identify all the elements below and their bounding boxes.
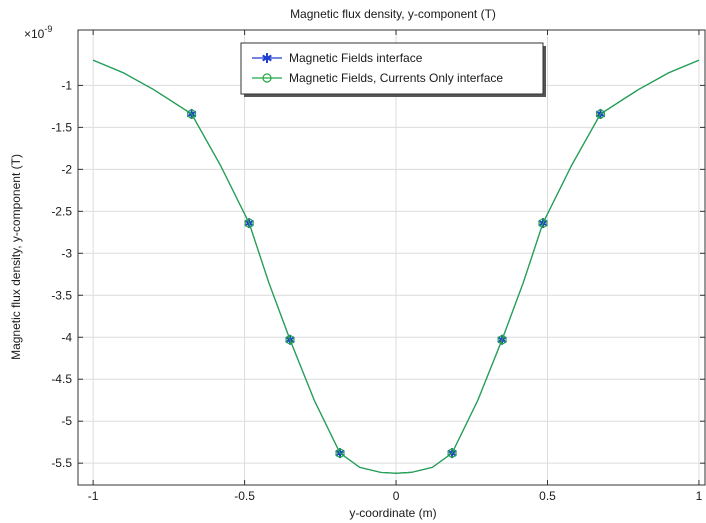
y-tick-label: -2.5: [51, 204, 72, 218]
legend-swatch-marker: [262, 73, 272, 83]
plot-area-border: [77, 29, 706, 486]
y-tick-label: -1.5: [51, 120, 72, 134]
y-tick-label: -3.5: [51, 288, 72, 302]
y-axis-multiplier-exponent: -9: [44, 24, 52, 34]
legend-box: [240, 42, 544, 95]
y-axis-label: Magnetic flux density, y-component (T): [9, 154, 23, 360]
data-point: [285, 335, 295, 345]
data-point: [244, 218, 254, 228]
legend-label: Magnetic Fields, Currents Only interface: [289, 71, 503, 85]
y-axis-multiplier-base: ×10: [24, 27, 45, 41]
series-layer: [92, 59, 700, 474]
data-point: [447, 448, 457, 458]
y-tick-label: -4.5: [51, 372, 72, 386]
data-point: [595, 109, 606, 119]
y-axis-multiplier: ×10-9: [24, 24, 52, 41]
axis-ticks: -1 -0.5 0 0.5 1 -1 -1.5 -2 -2.5 -3 -3.5 -4 -4.5 -5 -5.…: [51, 30, 705, 503]
legend-items: Magnetic Fields interface Magnetic Fields…: [252, 51, 503, 85]
legend-swatch-marker: [262, 53, 272, 63]
series-2: [92, 59, 700, 474]
x-tick-label: -1: [88, 489, 99, 503]
legend-entry: Magnetic Fields, Currents Only interface: [252, 71, 503, 85]
data-point: [186, 109, 197, 119]
series-line: [92, 59, 700, 474]
x-tick-label: 0.5: [539, 489, 556, 503]
data-point: [335, 448, 345, 458]
y-tick-label: -1: [61, 78, 72, 92]
chart-title: Magnetic flux density, y-component (T): [290, 7, 496, 21]
legend-label: Magnetic Fields interface: [289, 51, 423, 65]
y-tick-label: -4: [61, 330, 72, 344]
grid: [78, 30, 705, 485]
data-point: [497, 335, 507, 345]
legend-entry: Magnetic Fields interface: [252, 51, 423, 65]
y-tick-label: -2: [61, 162, 72, 176]
x-tick-label: -0.5: [234, 489, 255, 503]
data-point: [538, 218, 548, 228]
x-axis-label: y-coordinate (m): [349, 506, 436, 520]
x-tick-label: 1: [696, 489, 703, 503]
legend: Magnetic Fields interface Magnetic Fields…: [240, 42, 546, 97]
y-tick-label: -3: [61, 246, 72, 260]
y-tick-label: -5: [61, 414, 72, 428]
x-tick-label: 0: [393, 489, 400, 503]
y-tick-label: -5.5: [51, 456, 72, 470]
